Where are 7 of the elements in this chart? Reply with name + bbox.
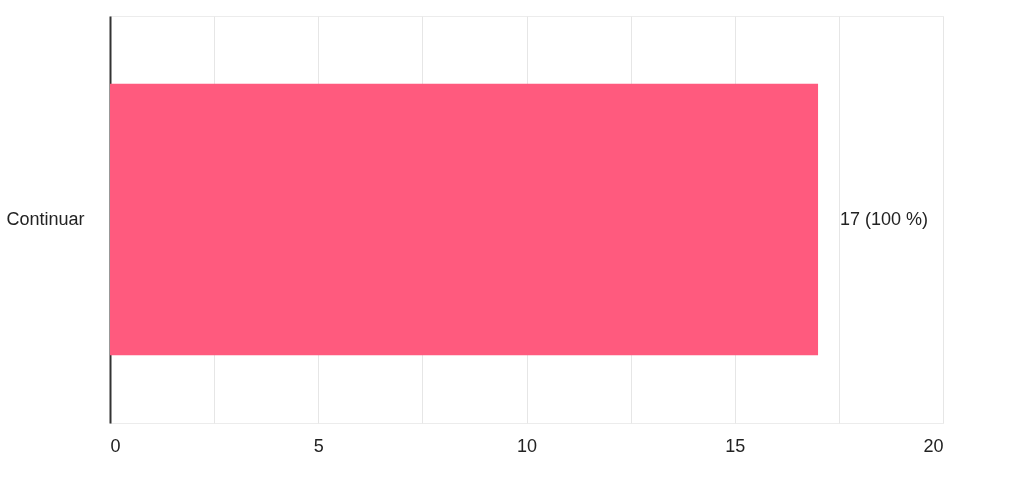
y-tick-label: Continuar: [6, 208, 85, 229]
x-tick-label: 0: [110, 435, 121, 456]
x-tick-label: 5: [313, 435, 324, 456]
x-tick-label: 10: [516, 435, 538, 456]
x-tick-label: 20: [923, 435, 944, 456]
x-tick-label: 15: [725, 435, 746, 456]
data-label: 17 (100 %): [840, 208, 929, 229]
